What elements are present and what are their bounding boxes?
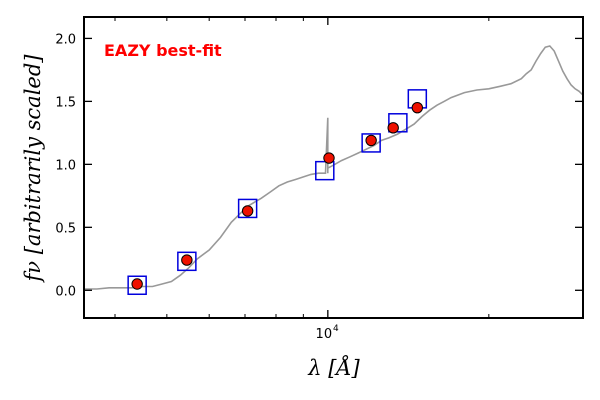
model-flux-marker	[388, 113, 408, 133]
y-tick-label: 0.0	[55, 284, 76, 299]
y-tick-label: 1.0	[55, 158, 76, 173]
y-tick-label: 2.0	[55, 32, 76, 47]
observed-flux-point	[411, 101, 424, 114]
model-flux-marker	[237, 198, 258, 219]
x-tick-label-exponent: 4	[333, 324, 339, 334]
observed-flux-point	[131, 278, 143, 290]
observed-flux-point	[365, 134, 377, 147]
model-flux-marker	[361, 133, 381, 153]
observed-flux-point	[323, 152, 335, 164]
y-tick-label: 1.5	[55, 95, 76, 110]
observed-flux-point	[241, 205, 254, 217]
sed-template-line	[84, 45, 583, 290]
x-axis-label: λ [Å]	[307, 355, 360, 380]
plot-frame	[83, 16, 584, 319]
model-flux-marker	[177, 251, 197, 272]
y-axis-label: fν [arbitrarily scaled]	[21, 54, 45, 284]
plot-area	[84, 45, 583, 296]
ticks: 0.0 0.5 1.0 1.5 2.0 10 4	[55, 17, 583, 342]
x-tick-label: 10	[316, 327, 333, 342]
observed-flux-point	[181, 254, 193, 266]
model-flux-marker	[315, 160, 335, 181]
observed-flux-point	[387, 122, 399, 134]
annotation-label: EAZY best-fit	[104, 41, 222, 60]
model-flux-marker	[127, 275, 147, 296]
y-tick-label: 0.5	[55, 221, 76, 236]
